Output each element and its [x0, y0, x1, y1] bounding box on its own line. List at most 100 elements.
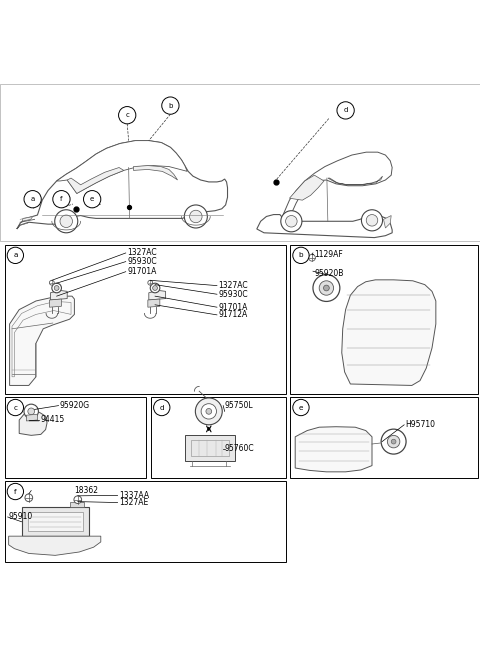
Circle shape	[184, 205, 207, 228]
Bar	[5, 245, 286, 393]
Circle shape	[162, 97, 179, 114]
Circle shape	[286, 216, 297, 227]
Circle shape	[313, 275, 340, 301]
Text: b: b	[299, 252, 303, 259]
Polygon shape	[283, 152, 392, 216]
Polygon shape	[19, 411, 47, 435]
Circle shape	[201, 404, 216, 419]
Bar	[290, 397, 478, 478]
Circle shape	[24, 191, 41, 208]
Bar	[5, 481, 286, 562]
Text: 95930C: 95930C	[127, 257, 157, 266]
Text: f: f	[14, 489, 17, 494]
Polygon shape	[9, 536, 101, 555]
Polygon shape	[17, 141, 228, 229]
Circle shape	[391, 439, 396, 444]
Circle shape	[319, 281, 334, 295]
Text: c: c	[125, 112, 129, 118]
Circle shape	[150, 283, 160, 293]
Polygon shape	[257, 214, 392, 238]
Circle shape	[7, 483, 24, 500]
Circle shape	[324, 285, 329, 291]
Circle shape	[309, 255, 315, 261]
Polygon shape	[22, 216, 33, 221]
Text: e: e	[299, 404, 303, 411]
Polygon shape	[28, 512, 83, 531]
Circle shape	[24, 404, 38, 419]
Circle shape	[387, 435, 400, 448]
Bar	[0, 84, 480, 242]
Polygon shape	[49, 299, 61, 307]
Circle shape	[361, 210, 383, 231]
Polygon shape	[22, 507, 89, 536]
Text: f: f	[60, 196, 63, 202]
Text: 1327AC: 1327AC	[218, 281, 248, 290]
Text: 95920B: 95920B	[314, 269, 344, 278]
Text: 1337AA: 1337AA	[119, 491, 149, 500]
Polygon shape	[328, 176, 383, 185]
Circle shape	[49, 281, 54, 285]
Circle shape	[28, 408, 35, 415]
Bar	[290, 245, 478, 393]
Polygon shape	[148, 299, 160, 307]
Text: 94415: 94415	[41, 415, 65, 424]
Polygon shape	[149, 290, 166, 300]
Text: 95920G: 95920G	[60, 401, 90, 410]
Bar	[151, 397, 286, 478]
Circle shape	[74, 496, 82, 503]
Circle shape	[119, 106, 136, 124]
Polygon shape	[185, 435, 235, 461]
Text: a: a	[13, 252, 18, 259]
Circle shape	[293, 399, 309, 415]
Polygon shape	[289, 175, 324, 200]
Polygon shape	[133, 166, 178, 180]
Bar	[5, 397, 146, 478]
Polygon shape	[384, 216, 391, 228]
Circle shape	[337, 102, 354, 119]
Polygon shape	[295, 427, 372, 472]
Circle shape	[60, 215, 72, 227]
Text: H95710: H95710	[406, 421, 435, 430]
Polygon shape	[342, 280, 436, 386]
Polygon shape	[70, 502, 84, 507]
Text: c: c	[13, 404, 17, 411]
Text: 91701A: 91701A	[127, 267, 156, 276]
Circle shape	[53, 191, 70, 208]
Circle shape	[293, 247, 309, 264]
Circle shape	[25, 494, 33, 502]
Circle shape	[7, 399, 24, 415]
Text: 91701A: 91701A	[218, 303, 248, 312]
Text: b: b	[168, 102, 173, 109]
Polygon shape	[26, 414, 37, 421]
Circle shape	[153, 286, 157, 290]
Circle shape	[281, 211, 302, 232]
Circle shape	[84, 191, 101, 208]
Circle shape	[7, 247, 24, 264]
Circle shape	[190, 210, 202, 223]
Text: a: a	[31, 196, 35, 202]
Circle shape	[154, 399, 170, 415]
Circle shape	[55, 210, 78, 233]
Circle shape	[148, 281, 153, 285]
Circle shape	[366, 214, 378, 226]
Circle shape	[206, 408, 212, 414]
Text: e: e	[90, 196, 94, 202]
Text: 95930C: 95930C	[218, 290, 248, 299]
Text: 95750L: 95750L	[225, 401, 253, 410]
Circle shape	[54, 286, 59, 290]
Text: 1129AF: 1129AF	[314, 250, 343, 259]
Circle shape	[195, 398, 222, 425]
Polygon shape	[57, 141, 187, 194]
Text: 95910: 95910	[9, 513, 33, 522]
Text: 1327AE: 1327AE	[119, 498, 148, 507]
Polygon shape	[67, 168, 124, 194]
Text: 95760C: 95760C	[225, 445, 254, 454]
Text: d: d	[159, 404, 164, 411]
Polygon shape	[10, 296, 74, 386]
Text: 18362: 18362	[74, 486, 98, 495]
Text: 1327AC: 1327AC	[127, 248, 157, 257]
Polygon shape	[50, 290, 67, 300]
Text: d: d	[343, 108, 348, 113]
Circle shape	[52, 283, 61, 293]
Text: 91712A: 91712A	[218, 310, 248, 319]
